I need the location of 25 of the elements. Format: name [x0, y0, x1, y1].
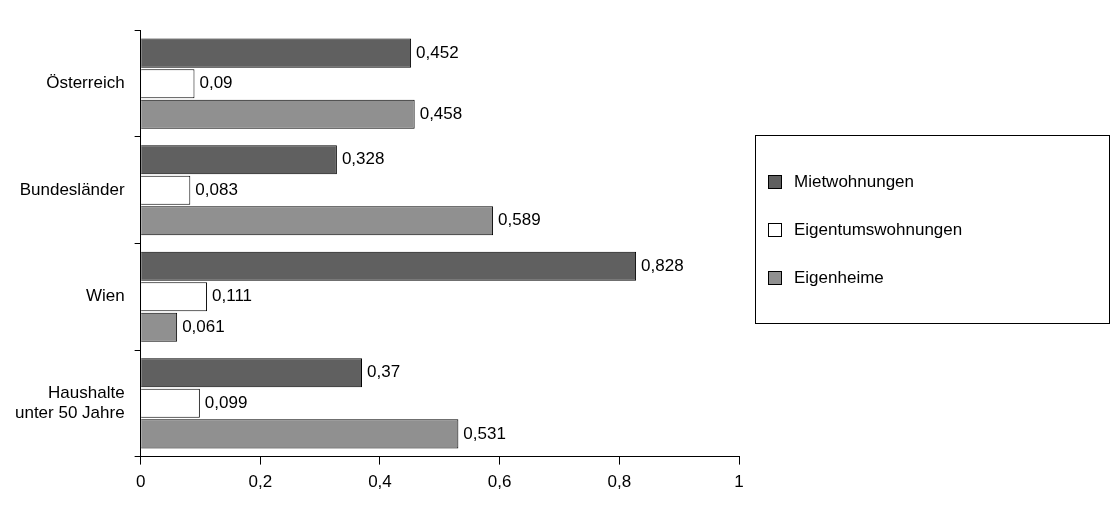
x-tick-label: 0,4 [368, 472, 392, 492]
x-tick-label: 0,6 [487, 472, 512, 492]
x-tick-label: 0,8 [607, 472, 632, 492]
data-label: 0,531 [463, 423, 506, 443]
x-tick-label: 0 [135, 472, 146, 492]
data-label: 0,083 [195, 179, 238, 199]
data-label: 0,328 [341, 149, 385, 169]
y-tick-label: Bundesländer [19, 179, 125, 199]
data-label: 0,589 [498, 210, 541, 230]
data-label: 0,099 [204, 393, 248, 413]
legend-label: Eigenheime [794, 268, 884, 288]
data-label: 0,37 [367, 362, 401, 382]
data-label: 0,458 [419, 103, 463, 123]
legend-label: Mietwohnungen [794, 172, 915, 192]
y-tick-label: Haushalte unter 50 Jahre [14, 382, 125, 423]
data-label: 0,452 [416, 42, 459, 62]
x-tick-label: 1 [734, 472, 744, 492]
data-label: 0,828 [641, 255, 684, 275]
data-label: 0,111 [212, 286, 253, 306]
x-tick-label: 0,2 [248, 472, 273, 492]
y-tick-label: Wien [85, 286, 125, 306]
data-label: 0,09 [199, 73, 233, 93]
text: Eigentumswohnungen [794, 220, 963, 240]
y-tick-label: Österreich [46, 73, 125, 93]
data-label: 0,061 [182, 317, 225, 337]
